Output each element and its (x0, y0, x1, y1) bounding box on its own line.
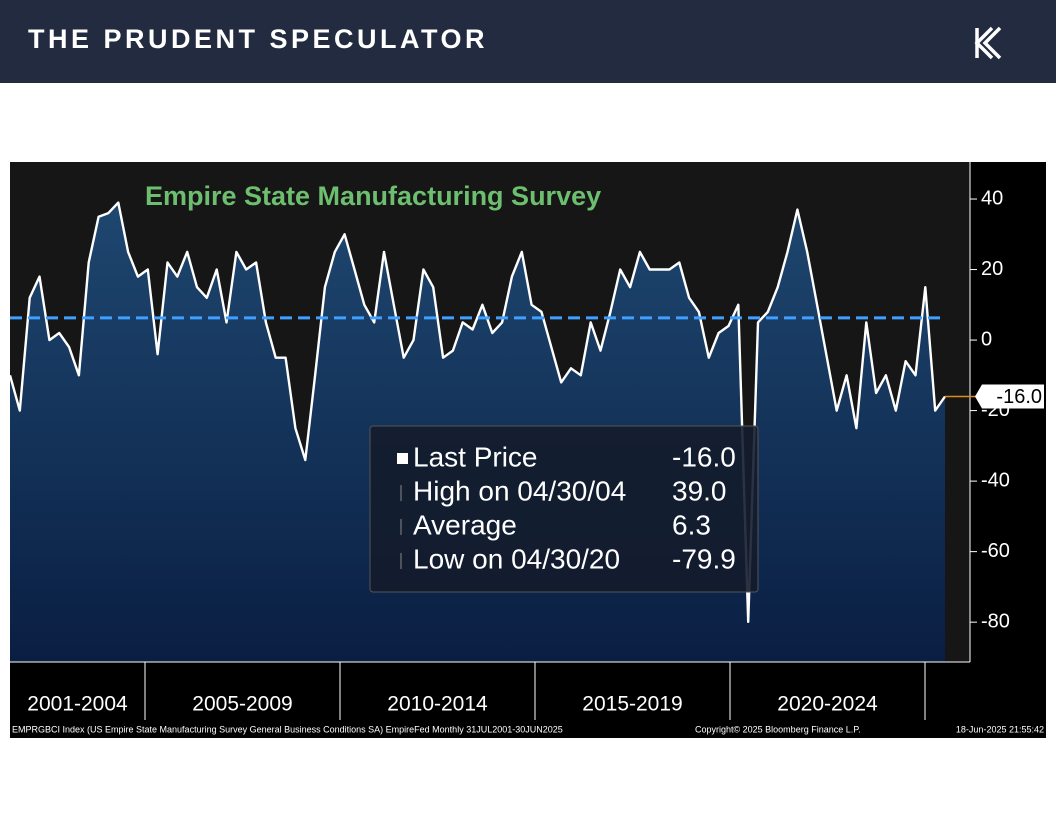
legend-swatch (397, 453, 408, 464)
legend-label: Low on 04/30/20 (413, 543, 620, 574)
y-tick-label: 0 (981, 328, 992, 350)
period-label: 2010-2014 (387, 693, 488, 716)
y-tick-label: -80 (981, 610, 1010, 632)
timestamp: 18-Jun-2025 21:55:42 (956, 724, 1044, 734)
period-label: 2020-2024 (777, 693, 878, 716)
period-label: 2001-2004 (27, 693, 128, 716)
legend-box (369, 425, 759, 593)
period-label: 2015-2019 (582, 693, 682, 716)
legend-value: -16.0 (672, 441, 736, 472)
logo (974, 26, 1002, 60)
header-bar (0, 0, 1056, 83)
legend-value: 39.0 (672, 475, 727, 506)
legend-label: Average (413, 509, 517, 540)
legend-label: High on 04/30/04 (413, 475, 626, 506)
period-label: 2005-2009 (192, 693, 292, 716)
legend-label: Last Price (413, 441, 538, 472)
copyright: Copyright© 2025 Bloomberg Finance L.P. (695, 724, 861, 734)
y-tick-label: 40 (981, 187, 1003, 209)
y-tick-label: -60 (981, 540, 1010, 562)
line (8, 201, 946, 623)
y-tick-label: 20 (981, 258, 1003, 280)
legend: Last Price -16.0 High on 04/30/04 39.0 Avera… (369, 425, 759, 593)
chart-title: Empire State Manufacturing Survey (145, 181, 601, 211)
y-tick-label: -40 (981, 469, 1010, 491)
brand-title: THE PRUDENT SPECULATOR (28, 24, 488, 54)
legend-value: 6.3 (672, 509, 711, 540)
last-price-label: -16.0 (996, 386, 1042, 408)
last-price-tag (975, 384, 1044, 409)
legend-value: -79.9 (672, 543, 736, 574)
source-note: EMPRGBCI Index (US Empire State Manufact… (12, 724, 563, 734)
